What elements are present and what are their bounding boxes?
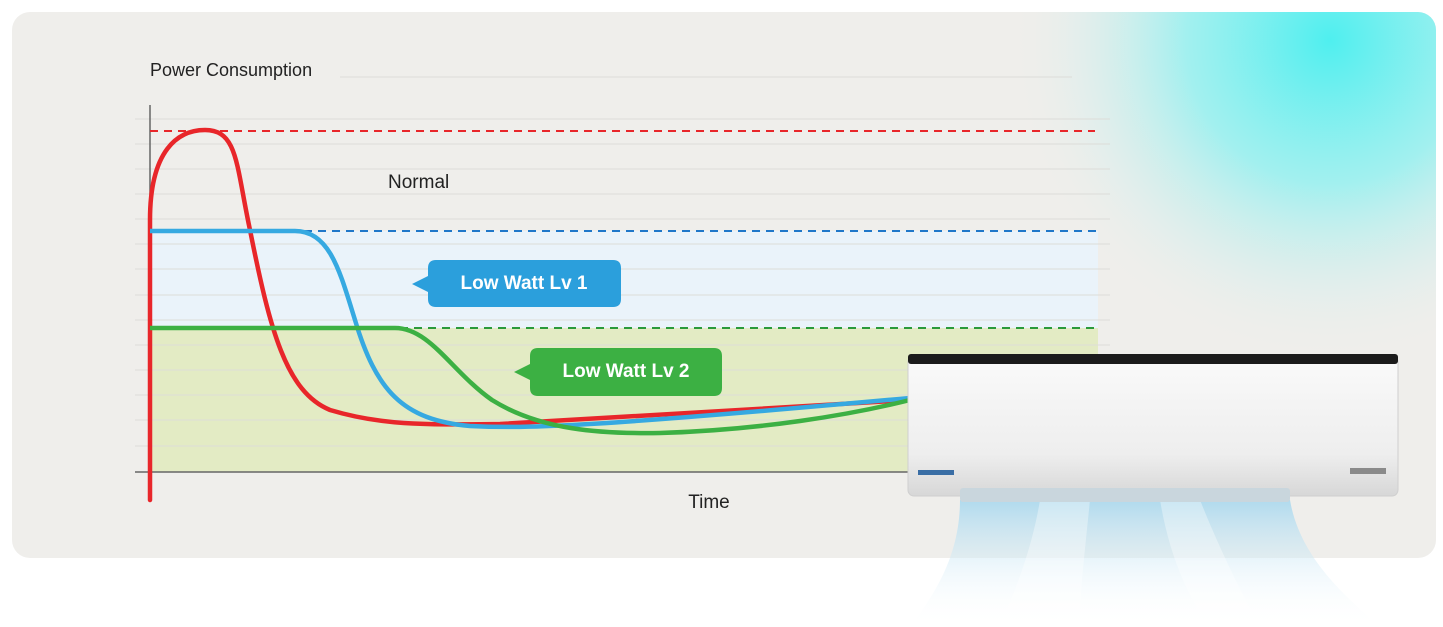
x-axis-label: Time <box>688 492 730 513</box>
ac-unit <box>908 354 1398 502</box>
lv2-label: Low Watt Lv 2 <box>562 361 689 382</box>
lv1-band <box>150 231 1098 328</box>
y-axis-label: Power Consumption <box>150 60 312 80</box>
normal-label: Normal <box>388 172 449 193</box>
lv1-label: Low Watt Lv 1 <box>460 273 587 294</box>
page: Power Consumption Time Normal Low Watt L… <box>0 0 1443 627</box>
diagram: Power Consumption Time Normal Low Watt L… <box>0 0 1443 627</box>
